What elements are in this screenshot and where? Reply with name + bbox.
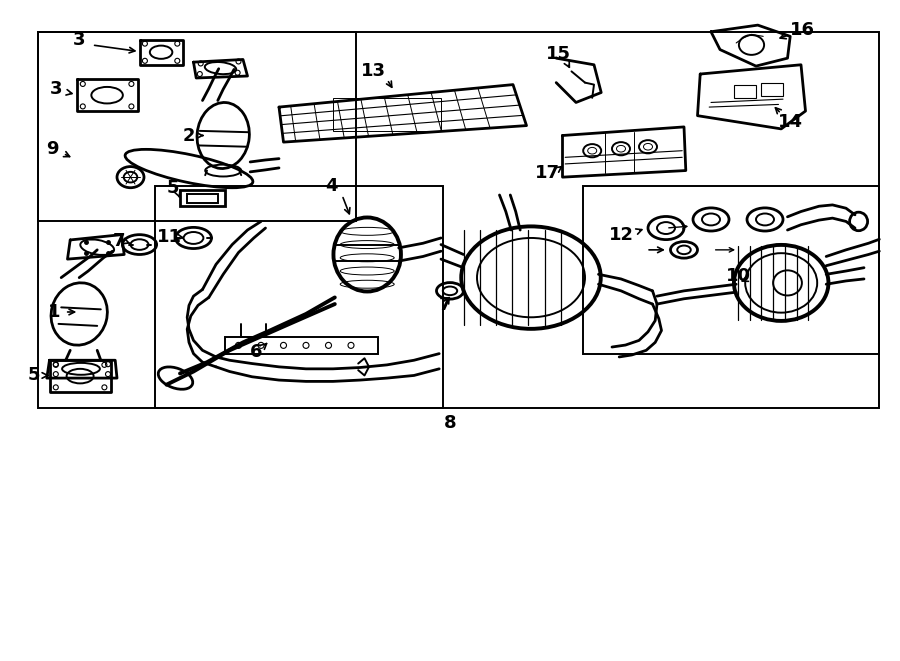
Bar	[760, 83, 783, 96]
Text: 17: 17	[535, 164, 560, 182]
Text: 5: 5	[166, 179, 179, 198]
Bar	[583, 186, 879, 354]
Text: 3: 3	[73, 30, 86, 49]
Text: 9: 9	[46, 139, 58, 158]
Text: 7: 7	[112, 232, 125, 251]
Bar	[734, 85, 756, 98]
Bar	[187, 194, 218, 203]
Text: 14: 14	[778, 113, 803, 132]
Bar	[180, 190, 225, 206]
Text: 3: 3	[50, 80, 62, 98]
Text: 8: 8	[444, 414, 456, 432]
Text: 11: 11	[157, 227, 182, 246]
Bar	[333, 98, 441, 131]
Bar	[155, 186, 443, 408]
Text: 4: 4	[325, 177, 338, 196]
Text: 10: 10	[725, 267, 751, 286]
Text: 16: 16	[790, 20, 815, 39]
Text: 15: 15	[545, 45, 571, 63]
Text: 12: 12	[608, 225, 634, 244]
Text: 13: 13	[361, 62, 386, 81]
Text: 5: 5	[28, 366, 40, 385]
Bar	[38, 32, 356, 221]
Text: 2: 2	[183, 126, 195, 145]
Text: 7: 7	[439, 296, 452, 315]
Bar	[225, 337, 378, 354]
Text: 1: 1	[48, 303, 60, 321]
Text: 6: 6	[250, 342, 263, 361]
Bar	[38, 32, 879, 408]
